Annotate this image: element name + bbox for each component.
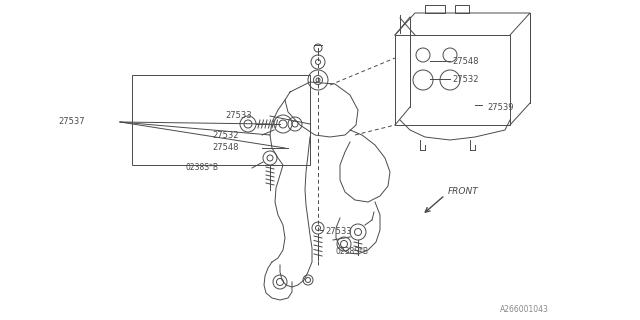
Bar: [425, 5, 445, 13]
Text: 27532: 27532: [212, 131, 239, 140]
Text: 0238S*B: 0238S*B: [185, 164, 218, 172]
Bar: [455, 5, 469, 13]
Text: 0238S*B: 0238S*B: [335, 247, 368, 257]
Text: 27532: 27532: [452, 75, 479, 84]
Text: A266001043: A266001043: [500, 306, 549, 315]
Text: 27537: 27537: [58, 117, 84, 126]
Text: FRONT: FRONT: [448, 188, 479, 196]
Bar: [132, 75, 310, 165]
Bar: [395, 35, 510, 125]
Text: 27548: 27548: [452, 57, 479, 66]
Text: 27533: 27533: [225, 111, 252, 121]
Text: 27539: 27539: [487, 102, 513, 111]
Text: 27548: 27548: [212, 143, 239, 153]
Text: 27533: 27533: [325, 228, 351, 236]
